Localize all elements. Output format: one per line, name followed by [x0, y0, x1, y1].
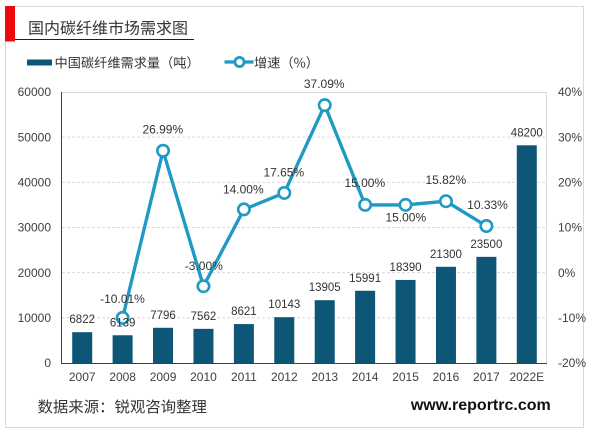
svg-text:10000: 10000 [18, 311, 52, 325]
svg-text:7796: 7796 [150, 310, 176, 322]
svg-text:48200: 48200 [511, 127, 543, 139]
svg-text:26.99%: 26.99% [142, 123, 183, 137]
svg-text:-10.01%: -10.01% [100, 292, 145, 306]
svg-text:2009: 2009 [150, 370, 177, 384]
svg-text:2011: 2011 [231, 370, 257, 384]
svg-text:2015: 2015 [392, 370, 419, 384]
svg-text:-10%: -10% [558, 311, 586, 325]
svg-text:15.00%: 15.00% [385, 211, 426, 225]
svg-text:15.82%: 15.82% [425, 173, 466, 187]
svg-text:13905: 13905 [309, 282, 341, 294]
svg-text:2017: 2017 [473, 370, 500, 384]
svg-text:15991: 15991 [349, 273, 381, 285]
svg-text:www.reportrc.com: www.reportrc.com [410, 397, 551, 414]
svg-text:2012: 2012 [271, 370, 298, 384]
svg-text:10%: 10% [558, 221, 582, 235]
svg-text:40%: 40% [558, 85, 582, 99]
svg-text:0: 0 [44, 356, 51, 370]
svg-text:2007: 2007 [69, 370, 96, 384]
svg-text:2008: 2008 [109, 370, 136, 384]
svg-text:10143: 10143 [268, 299, 300, 311]
svg-text:40000: 40000 [18, 176, 52, 190]
svg-text:6139: 6139 [110, 317, 136, 329]
svg-text:17.65%: 17.65% [263, 166, 304, 180]
svg-text:2022E: 2022E [509, 370, 544, 384]
svg-text:0%: 0% [558, 266, 576, 280]
svg-text:2010: 2010 [190, 370, 217, 384]
svg-text:2014: 2014 [352, 370, 379, 384]
svg-text:21300: 21300 [430, 249, 462, 261]
svg-text:8621: 8621 [231, 306, 257, 318]
svg-text:14.00%: 14.00% [223, 183, 264, 197]
svg-text:18390: 18390 [390, 262, 422, 274]
svg-text:7562: 7562 [191, 311, 217, 323]
svg-text:20%: 20% [558, 176, 582, 190]
svg-text:23500: 23500 [470, 239, 502, 251]
svg-text:10.33%: 10.33% [467, 198, 508, 212]
svg-text:37.09%: 37.09% [304, 77, 345, 91]
svg-text:50000: 50000 [18, 130, 52, 144]
svg-text:-20%: -20% [558, 356, 586, 370]
svg-text:6822: 6822 [69, 314, 95, 326]
svg-text:15.00%: 15.00% [344, 176, 385, 190]
svg-text:30000: 30000 [18, 221, 52, 235]
svg-text:60000: 60000 [18, 85, 52, 99]
svg-text:-3.00%: -3.00% [185, 259, 223, 273]
svg-text:2016: 2016 [433, 370, 460, 384]
svg-text:2013: 2013 [311, 370, 338, 384]
svg-text:30%: 30% [558, 130, 582, 144]
svg-text:20000: 20000 [18, 266, 52, 280]
